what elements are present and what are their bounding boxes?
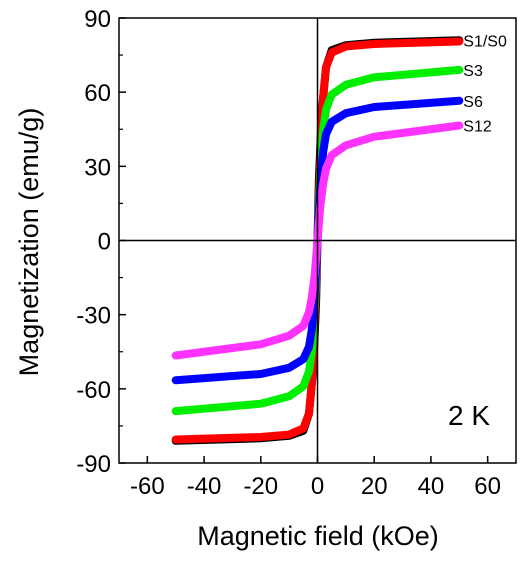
- x-tick-label: -60: [130, 473, 165, 500]
- y-tick-label: -30: [76, 303, 111, 330]
- y-tick-label: -90: [76, 451, 111, 478]
- series-label-3: S6: [463, 94, 483, 111]
- axis-layer: -60 -40 -20 0 20 40 60 -90 -60 -30 0 30 60 90: [76, 6, 517, 500]
- y-tick-label: 0: [98, 229, 111, 256]
- series-label-0: S1/S0: [463, 33, 507, 50]
- series-label-4: S12: [463, 119, 492, 136]
- y-tick-label: 90: [84, 6, 111, 33]
- x-tick-label: -20: [243, 473, 278, 500]
- x-tick-label: 0: [311, 473, 324, 500]
- x-tick-label: -40: [187, 473, 222, 500]
- temperature-annotation: 2 K: [448, 400, 490, 431]
- y-axis-title: Magnetization (emu/g): [14, 108, 44, 377]
- x-tick-label: 20: [361, 473, 388, 500]
- y-tick-label: 60: [84, 80, 111, 107]
- x-tick-label: 60: [474, 473, 501, 500]
- y-tick-label: -60: [76, 377, 111, 404]
- series-label-2: S3: [463, 63, 483, 80]
- y-tick-label: 30: [84, 154, 111, 181]
- x-axis-title: Magnetic field (kOe): [197, 521, 439, 551]
- x-tick-label: 40: [418, 473, 445, 500]
- series-layer: S1/S0 S3 S6 S12: [171, 33, 507, 445]
